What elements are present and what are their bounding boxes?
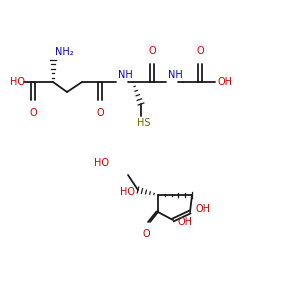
Text: O: O <box>142 229 150 239</box>
Text: O: O <box>96 108 104 118</box>
Text: NH₂: NH₂ <box>55 47 74 57</box>
Text: O: O <box>29 108 37 118</box>
Text: HO: HO <box>10 77 25 87</box>
Text: O: O <box>196 46 204 56</box>
Text: OH: OH <box>217 77 232 87</box>
Text: NH: NH <box>168 70 183 80</box>
Text: NH: NH <box>118 70 133 80</box>
Text: HO: HO <box>120 187 135 197</box>
Text: HS: HS <box>137 118 151 128</box>
Text: OH: OH <box>178 217 193 227</box>
Text: HO: HO <box>94 158 109 168</box>
Text: OH: OH <box>195 204 210 214</box>
Text: O: O <box>148 46 156 56</box>
